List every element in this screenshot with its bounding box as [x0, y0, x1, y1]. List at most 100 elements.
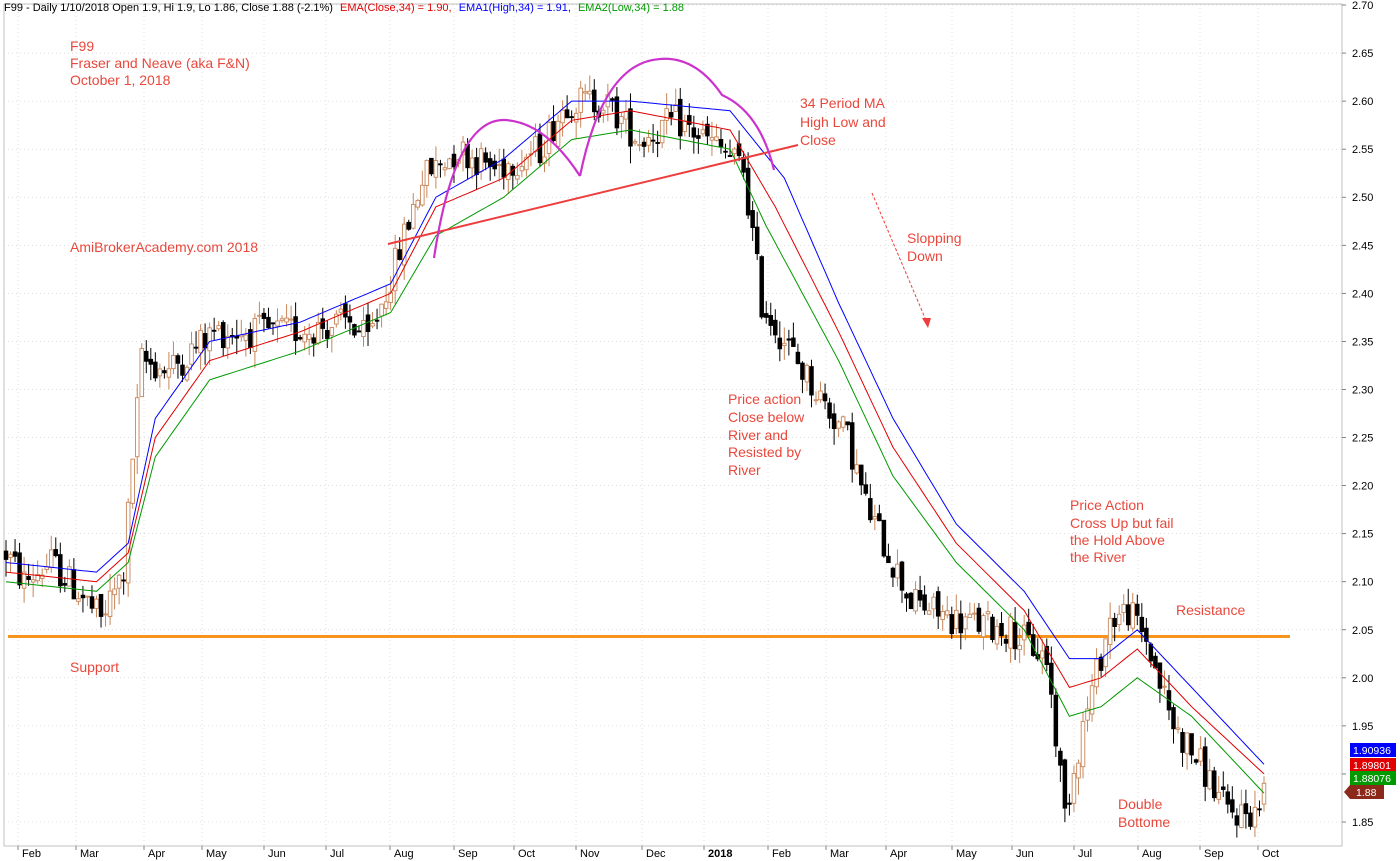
candle	[1221, 771, 1226, 797]
candle	[831, 403, 837, 445]
candle	[1125, 588, 1131, 631]
candle	[1089, 674, 1095, 722]
candle	[1112, 612, 1117, 642]
candle	[325, 320, 330, 349]
candle	[175, 353, 181, 379]
badge-text: 1.89801	[1353, 760, 1391, 772]
candle-body	[325, 330, 330, 339]
candle-body	[827, 402, 832, 419]
candle-body	[696, 135, 701, 139]
candle	[908, 591, 914, 610]
y-tick-label: 2.60	[1352, 96, 1373, 108]
x-tick-label: Aug	[1142, 848, 1162, 860]
candle-body	[1189, 733, 1194, 756]
candle-body	[872, 516, 878, 520]
candle	[1080, 712, 1086, 779]
candle	[795, 343, 801, 365]
candle-body	[370, 323, 375, 327]
candle-body	[94, 598, 99, 609]
candle-body	[8, 553, 13, 558]
candle-body	[1116, 613, 1122, 626]
candle	[542, 140, 547, 173]
candle	[863, 472, 869, 496]
candle	[931, 592, 936, 619]
candle-body	[379, 303, 384, 317]
candle	[17, 542, 22, 589]
candle	[1257, 800, 1262, 817]
candle-body	[1257, 808, 1262, 811]
candle	[1144, 617, 1149, 655]
candle-body	[831, 413, 837, 430]
candle-body	[80, 594, 86, 599]
candle-body	[1085, 708, 1090, 721]
candle-body	[39, 574, 45, 579]
badge-text: 1.90936	[1353, 745, 1391, 757]
candle-body	[144, 350, 149, 362]
x-tick-label: Oct	[1262, 848, 1279, 860]
candle-body	[49, 549, 54, 568]
candle-body	[288, 318, 294, 321]
candle	[1198, 736, 1203, 767]
candle-body	[225, 335, 230, 349]
badge-bg	[1350, 771, 1396, 785]
candle	[926, 602, 932, 616]
candle	[116, 573, 122, 605]
candle-body	[1193, 759, 1199, 763]
candle-body	[754, 226, 760, 255]
candle	[1107, 602, 1113, 660]
x-tick-label: May	[206, 848, 227, 860]
candle	[297, 334, 303, 341]
y-tick-label: 2.50	[1352, 192, 1373, 204]
candle	[39, 568, 45, 588]
price-badge: 1.90936	[1350, 743, 1396, 757]
y-tick-label: 2.15	[1352, 529, 1373, 541]
candle	[668, 104, 674, 126]
double-bottom-note: Double Bottome	[1118, 796, 1170, 830]
candle-body	[845, 421, 850, 426]
candle-body	[252, 317, 258, 352]
candle	[1261, 776, 1267, 812]
candle	[849, 412, 855, 483]
candle	[768, 302, 774, 336]
candle-body	[216, 325, 221, 330]
candle-body	[329, 327, 335, 336]
candle	[306, 323, 312, 355]
candle-body	[302, 333, 307, 343]
candle	[1017, 628, 1022, 664]
candle	[1085, 696, 1090, 732]
candle	[266, 307, 271, 330]
candle-body	[76, 598, 81, 602]
candle	[813, 391, 819, 405]
candle-body	[270, 322, 276, 325]
candle-body	[804, 364, 810, 383]
candle	[420, 170, 425, 207]
candle-body	[315, 321, 321, 344]
candle	[447, 157, 452, 170]
candle	[506, 161, 511, 195]
candle	[89, 585, 95, 614]
candle-body	[62, 583, 68, 586]
x-tick-label: 2018	[708, 848, 732, 860]
resistance-label: Resistance	[1176, 602, 1245, 618]
candle-body	[320, 318, 326, 329]
candle-body	[148, 358, 154, 365]
candle-body	[954, 609, 959, 630]
candle-body	[524, 156, 529, 171]
candle-body	[610, 98, 615, 101]
candle	[723, 143, 728, 159]
candle-body	[1094, 658, 1099, 688]
candle-body	[1098, 656, 1104, 671]
candle-body	[836, 421, 841, 429]
candle-body	[361, 319, 366, 338]
candle-body	[243, 334, 249, 341]
candle-body	[1008, 616, 1013, 649]
candle-body	[334, 313, 339, 325]
candle	[288, 305, 294, 333]
candle	[257, 301, 262, 324]
candle-body	[601, 109, 606, 114]
candle	[949, 606, 955, 639]
candle-body	[469, 157, 475, 169]
candle	[85, 595, 90, 607]
candle	[782, 327, 787, 360]
x-tick-label: Apr	[148, 848, 165, 860]
